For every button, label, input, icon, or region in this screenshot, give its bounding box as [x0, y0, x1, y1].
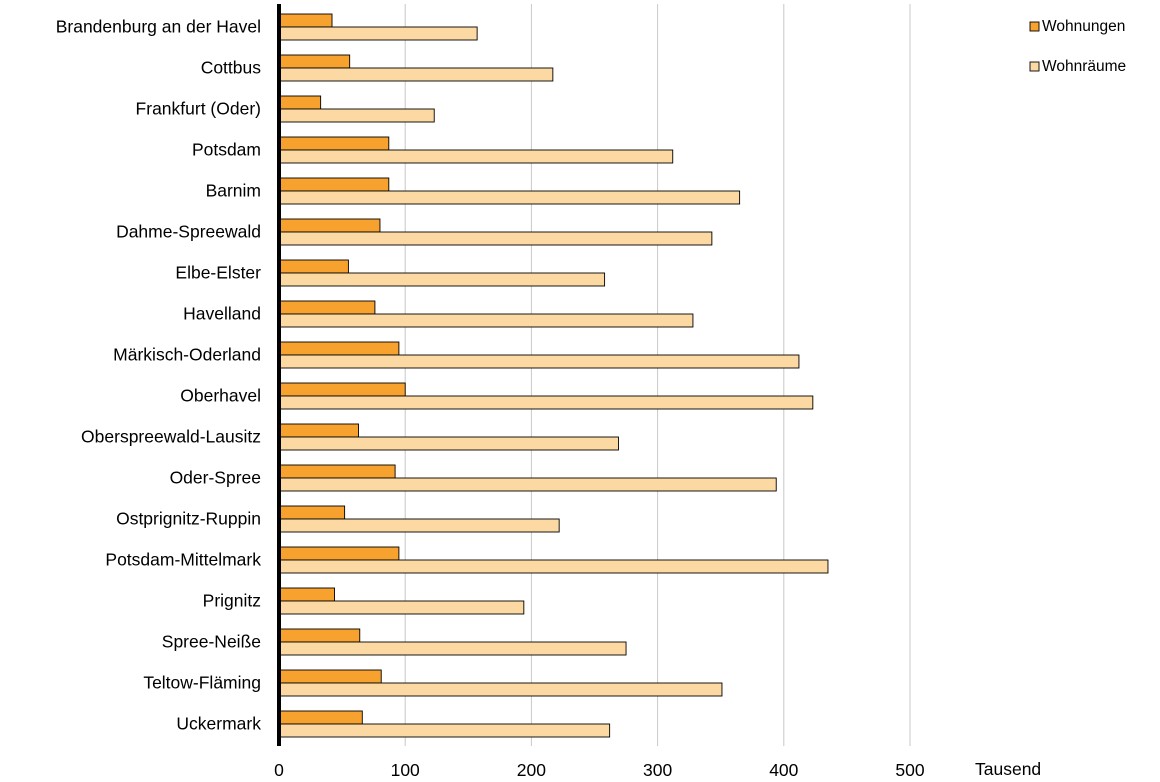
legend-swatch — [1029, 61, 1040, 72]
category-label: Brandenburg an der Havel — [56, 17, 261, 37]
category-label: Potsdam — [192, 140, 261, 160]
bar-wohnraeume — [278, 26, 478, 41]
bar-wohnraeume — [278, 518, 560, 533]
category-label: Spree-Neiße — [162, 632, 261, 652]
gridlines — [404, 4, 911, 746]
bar-wohnungen — [278, 628, 361, 643]
x-tick-label: 300 — [643, 760, 672, 780]
category-label: Potsdam-Mittelmark — [105, 550, 261, 570]
x-tick-label: 200 — [517, 760, 546, 780]
bar-wohnraeume — [278, 600, 525, 615]
x-unit-label: Tausend — [975, 759, 1041, 779]
bar-wohnraeume — [278, 723, 611, 738]
legend-label: Wohnräume — [1042, 58, 1126, 75]
legend-swatch — [1029, 21, 1040, 32]
category-label: Ostprignitz-Ruppin — [116, 509, 261, 529]
category-label: Teltow-Fläming — [143, 673, 261, 693]
category-label: Elbe-Elster — [175, 263, 261, 283]
bar-wohnungen — [278, 505, 346, 520]
bar-wohnraeume — [278, 231, 713, 246]
x-tick-label: 400 — [769, 760, 798, 780]
category-label: Barnim — [206, 181, 261, 201]
bar-wohnungen — [278, 587, 335, 602]
bar-wohnungen — [278, 218, 381, 233]
bar-wohnraeume — [278, 641, 627, 656]
bar-wohnungen — [278, 300, 376, 315]
category-label: Havelland — [183, 304, 261, 324]
bar-wohnraeume — [278, 354, 800, 369]
category-label: Uckermark — [176, 714, 261, 734]
bar-wohnungen — [278, 464, 396, 479]
bar-wohnungen — [278, 54, 351, 69]
bar-wohnungen — [278, 382, 406, 397]
bar-wohnungen — [278, 710, 363, 725]
bar-wohnungen — [278, 669, 382, 684]
category-labels: Brandenburg an der Havel Cottbus Frankfurt… — [56, 17, 262, 734]
category-label: Prignitz — [203, 591, 261, 611]
bar-wohnraeume — [278, 272, 606, 287]
x-tick-label: 500 — [895, 760, 924, 780]
category-label: Oberhavel — [180, 386, 261, 406]
bar-wohnungen — [278, 341, 400, 356]
x-tick-labels: 0 100 200 300 400 500 — [274, 760, 925, 780]
bar-wohnungen — [278, 177, 390, 192]
bar-wohnungen — [278, 423, 359, 438]
x-tick-label: 0 — [274, 760, 284, 780]
x-tick-label: 100 — [391, 760, 420, 780]
category-label: Dahme-Spreewald — [116, 222, 261, 242]
bar-wohnraeume — [278, 395, 814, 410]
bar-wohnraeume — [278, 67, 554, 82]
bar-wohnraeume — [278, 682, 723, 697]
category-label: Cottbus — [201, 58, 262, 78]
category-label: Frankfurt (Oder) — [136, 99, 261, 119]
bar-wohnungen — [278, 136, 390, 151]
category-label: Oberspreewald-Lausitz — [81, 427, 261, 447]
bar-wohnungen — [278, 546, 400, 561]
bar-wohnraeume — [278, 149, 674, 164]
bar-wohnraeume — [278, 108, 435, 123]
legend: Wohnungen Wohnräume — [1029, 18, 1126, 75]
category-label: Märkisch-Oderland — [113, 345, 261, 365]
bar-wohnraeume — [278, 436, 619, 451]
bar-wohnraeume — [278, 559, 829, 574]
bar-wohnraeume — [278, 477, 777, 492]
bar-wohnraeume — [278, 190, 741, 205]
bar-wohnungen — [278, 95, 322, 110]
legend-label: Wohnungen — [1042, 18, 1125, 35]
bar-wohnungen — [278, 259, 349, 274]
category-label: Oder-Spree — [170, 468, 261, 488]
bars — [278, 13, 829, 738]
bar-wohnraeume — [278, 313, 694, 328]
bar-wohnungen — [278, 13, 333, 28]
